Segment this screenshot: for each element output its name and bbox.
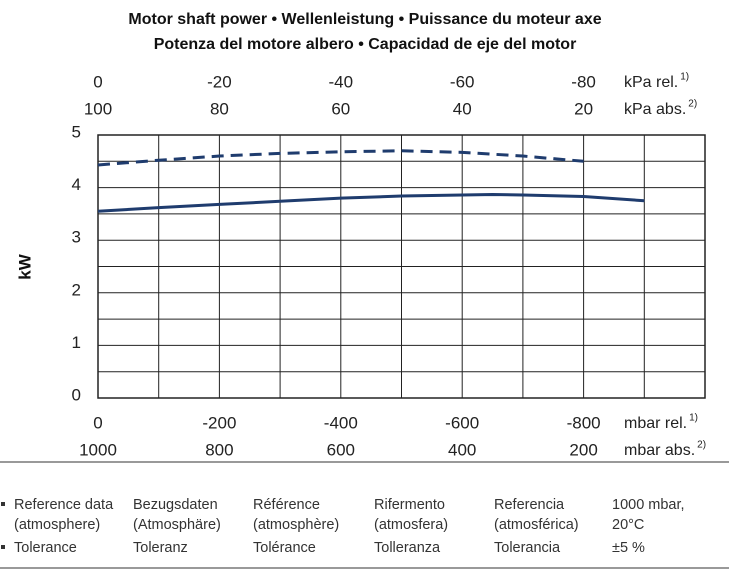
y-tick-label: 3: [72, 228, 81, 247]
y-tick-label: 0: [72, 385, 81, 404]
x-tick-label: 1000: [79, 440, 117, 459]
x-tick-label: -200: [202, 413, 236, 432]
x-tick-label: 600: [327, 440, 355, 459]
x-tick-label: 60: [331, 99, 350, 118]
y-tick-label: 4: [72, 175, 81, 194]
table-cell: (atmosfera): [374, 517, 448, 533]
axis-unit: mbar rel.: [624, 415, 687, 432]
chart-title: Motor shaft power • Wellenleistung • Pui…: [128, 11, 601, 28]
x-tick-label: 0: [93, 72, 102, 91]
table-cell: Tolleranza: [374, 540, 441, 556]
table-cell: (atmosphère): [253, 517, 339, 533]
table-cell: (Atmosphäre): [133, 517, 221, 533]
x-tick-label: -80: [571, 72, 596, 91]
y-tick-label: 5: [72, 122, 81, 141]
x-tick-label: 200: [569, 440, 597, 459]
line-series: [97, 192, 645, 213]
x-tick-label: 40: [453, 99, 472, 118]
table-cell: Tolerance: [14, 540, 77, 556]
table-cell: Toleranz: [133, 540, 188, 556]
y-axis-label: kW: [15, 253, 34, 279]
table-cell: (atmosphere): [14, 517, 100, 533]
x-tick-label: -400: [324, 413, 358, 432]
axis-note: 1): [680, 72, 689, 83]
y-tick-label: 2: [72, 280, 81, 299]
axis-note: 2): [697, 440, 706, 451]
table-cell: Référence: [253, 497, 320, 513]
x-tick-label: 100: [84, 99, 112, 118]
line-series: [97, 149, 584, 167]
y-tick-label: 1: [72, 333, 81, 352]
x-tick-label: -800: [567, 413, 601, 432]
table-cell: Reference data: [14, 497, 114, 513]
axis-unit: mbar abs.: [624, 442, 695, 459]
x-tick-label: 20: [574, 99, 593, 118]
x-tick-label: -20: [207, 72, 232, 91]
table-cell: 1000 mbar,: [612, 497, 685, 513]
table-cell: Referencia: [494, 497, 565, 513]
x-tick-label: -600: [445, 413, 479, 432]
x-tick-label: 400: [448, 440, 476, 459]
x-tick-label: 0: [93, 413, 102, 432]
table-cell: 20°C: [612, 517, 644, 533]
axis-unit: kPa rel.: [624, 74, 678, 91]
table-cell: ±5 %: [612, 540, 645, 556]
axis-note: 2): [688, 99, 697, 110]
table-cell: Rifermento: [374, 497, 445, 513]
bullet: [1, 545, 5, 549]
axis-note: 1): [689, 413, 698, 424]
table-cell: (atmosférica): [494, 517, 579, 533]
x-tick-label: -60: [450, 72, 475, 91]
axis-unit: kPa abs.: [624, 101, 686, 118]
table-cell: Bezugsdaten: [133, 497, 218, 513]
table-cell: Tolerancia: [494, 540, 561, 556]
x-tick-label: 80: [210, 99, 229, 118]
table-cell: Tolérance: [253, 540, 316, 556]
x-tick-label: -40: [329, 72, 354, 91]
chart-title: Potenza del motore albero • Capacidad de…: [154, 36, 577, 53]
plot-frame: [97, 134, 706, 399]
bullet: [1, 502, 5, 506]
x-tick-label: 800: [205, 440, 233, 459]
